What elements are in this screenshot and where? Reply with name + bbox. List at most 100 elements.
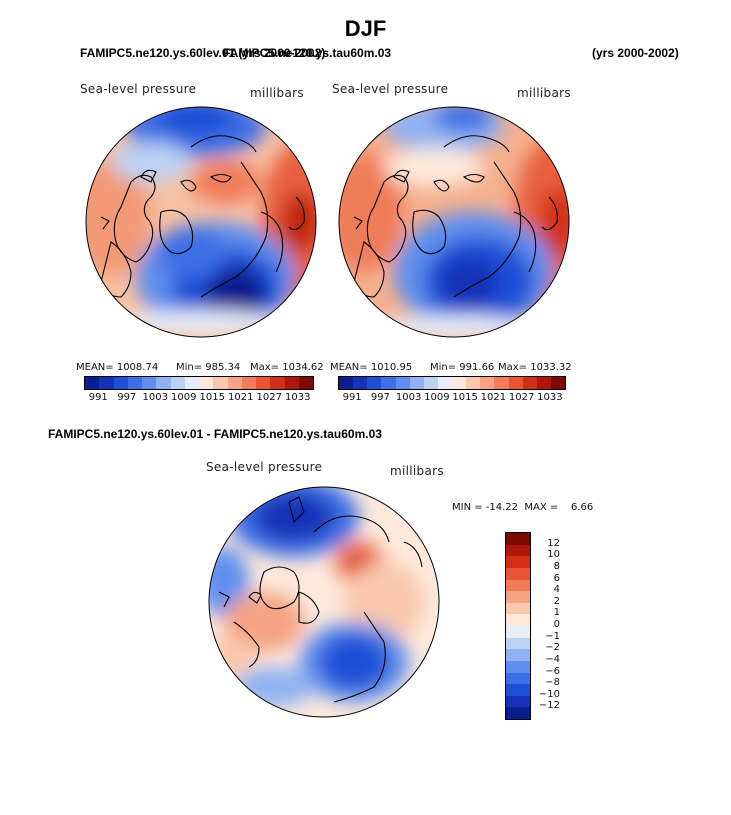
diff-colorbar-swatch [506, 626, 530, 638]
left-colorbar-swatch [99, 377, 114, 389]
left-colorbar-swatch [184, 377, 199, 389]
diff-colorbar-swatch [506, 672, 530, 685]
diff-colorbar-tick-label: 4 [553, 584, 560, 596]
left-colorbar-tick-label: 1015 [199, 392, 225, 403]
left-colorbar-swatch [85, 377, 100, 389]
diff-colorbar-swatch [506, 602, 530, 615]
left-mean: MEAN= 1008.74 [76, 362, 159, 373]
left-min: Min= 985.34 [176, 362, 241, 373]
diff-colorbar-tick-label: 10 [547, 549, 560, 561]
left-colorbar-tick-label: 1021 [228, 392, 254, 403]
right-colorbar-swatch [353, 377, 368, 389]
right-min: Min= 991.66 [430, 362, 495, 373]
diff-colorbar-tick-label: 12 [547, 537, 560, 549]
right-colorbar-swatch [508, 377, 523, 389]
diff-colorbar-tick-label: −2 [545, 642, 560, 654]
diff-colorbar-swatch [506, 579, 530, 592]
left-colorbar-swatch [284, 377, 299, 389]
left-colorbar-swatch [113, 377, 128, 389]
diff-colorbar-tick-label: −8 [545, 677, 560, 689]
left-colorbar-swatch [170, 377, 185, 389]
right-years-label: (yrs 2000-2002) [592, 46, 679, 60]
diff-units-label: millibars [390, 464, 444, 478]
left-colorbar-tick-label: 1009 [171, 392, 197, 403]
right-colorbar [338, 376, 566, 390]
right-colorbar-tick-label: 991 [342, 392, 362, 403]
season-title: DJF [344, 16, 387, 41]
left-colorbar-swatch [213, 377, 228, 389]
diff-colorbar-tick-label: 8 [553, 560, 560, 572]
right-colorbar-swatch [381, 377, 396, 389]
left-colorbar-ticks: 991 997 1003 1009 1015 1021 1027 1033 [84, 392, 312, 406]
left-colorbar-tick-label: 1027 [256, 392, 282, 403]
left-colorbar-swatch [241, 377, 256, 389]
left-colorbar-tick-label: 1033 [285, 392, 311, 403]
right-case-label: FAMIPC5.ne120.ys.tau60m.03 [223, 46, 392, 60]
diff-colorbar-swatch [506, 649, 530, 661]
diff-colorbar-tick-label: −1 [545, 630, 560, 642]
diff-colorbar-tick-label: −6 [545, 665, 560, 677]
left-colorbar-swatch [227, 377, 242, 389]
diff-variable-label: Sea-level pressure [206, 460, 323, 474]
right-colorbar-tick-label: 1003 [395, 392, 422, 403]
right-colorbar-swatch [480, 377, 495, 389]
right-colorbar-swatch [536, 377, 551, 389]
diff-colorbar-swatch [506, 533, 530, 545]
diff-colorbar-swatch [506, 567, 530, 580]
right-max: Max= 1033.32 [498, 362, 572, 373]
diff-stats: MIN = -14.22 MAX = 6.66 [452, 502, 594, 513]
diff-colorbar-tick-label: −4 [545, 653, 560, 665]
right-colorbar-swatch [423, 377, 438, 389]
right-colorbar-ticks: 991 997 1003 1009 1015 1021 1027 1033 [338, 392, 564, 406]
difference-title: FAMIPC5.ne120.ys.60lev.01 - FAMIPC5.ne12… [48, 427, 382, 441]
left-colorbar-tick-label: 1003 [142, 392, 168, 403]
diff-colorbar-tick-label: 6 [553, 572, 560, 584]
right-colorbar-swatch [367, 377, 382, 389]
left-colorbar-swatch [142, 377, 157, 389]
right-colorbar-swatch [550, 377, 565, 389]
diff-colorbar-tick-label: 1 [553, 607, 560, 619]
right-slp-map [338, 106, 570, 338]
diff-colorbar-tick-label: 2 [553, 595, 560, 607]
diff-colorbar [505, 532, 531, 720]
left-units-label: millibars [250, 86, 304, 100]
right-colorbar-tick-label: 1027 [508, 392, 535, 403]
diff-colorbar-swatch [506, 707, 530, 719]
diff-colorbar-swatch [506, 544, 530, 557]
right-colorbar-tick-label: 1009 [424, 392, 450, 403]
diff-colorbar-swatch [506, 556, 530, 568]
right-variable-label: Sea-level pressure [332, 82, 449, 96]
diff-colorbar-tick-label: −10 [538, 688, 560, 700]
diff-colorbar-swatch [506, 695, 530, 708]
left-colorbar-swatch [127, 377, 142, 389]
left-colorbar-swatch [256, 377, 271, 389]
right-colorbar-swatch [437, 377, 452, 389]
diff-colorbar-tick-label: −12 [538, 700, 560, 712]
left-colorbar-swatch [199, 377, 214, 389]
left-colorbar-swatch [298, 377, 313, 389]
right-colorbar-swatch [409, 377, 424, 389]
right-colorbar-swatch [466, 377, 481, 389]
right-colorbar-tick-label: 1015 [452, 392, 478, 403]
right-colorbar-tick-label: 1033 [537, 392, 563, 403]
left-slp-map [85, 106, 317, 338]
right-colorbar-swatch [522, 377, 537, 389]
right-colorbar-swatch [395, 377, 410, 389]
right-colorbar-swatch [339, 377, 354, 389]
diff-slp-map [208, 486, 440, 718]
diff-colorbar-ticks: 12 10 8 6 4 2 1 0 −1 −2 −4 −6 −8 −10 −12 [530, 532, 570, 718]
left-colorbar-swatch [270, 377, 285, 389]
left-colorbar [84, 376, 314, 390]
right-colorbar-swatch [494, 377, 509, 389]
left-colorbar-tick-label: 991 [88, 392, 108, 403]
diff-colorbar-swatch [506, 591, 530, 603]
diff-colorbar-swatch [506, 660, 530, 673]
left-colorbar-swatch [156, 377, 171, 389]
left-variable-label: Sea-level pressure [80, 82, 197, 96]
right-units-label: millibars [517, 86, 571, 100]
left-case-label: FAMIPC5.ne120.ys.60lev.01 (yrs 2000-2002… [80, 46, 326, 60]
diff-colorbar-tick-label: 0 [553, 619, 560, 630]
diff-colorbar-swatch [506, 637, 530, 650]
right-colorbar-tick-label: 1021 [480, 392, 507, 403]
diff-colorbar-swatch [506, 684, 530, 696]
